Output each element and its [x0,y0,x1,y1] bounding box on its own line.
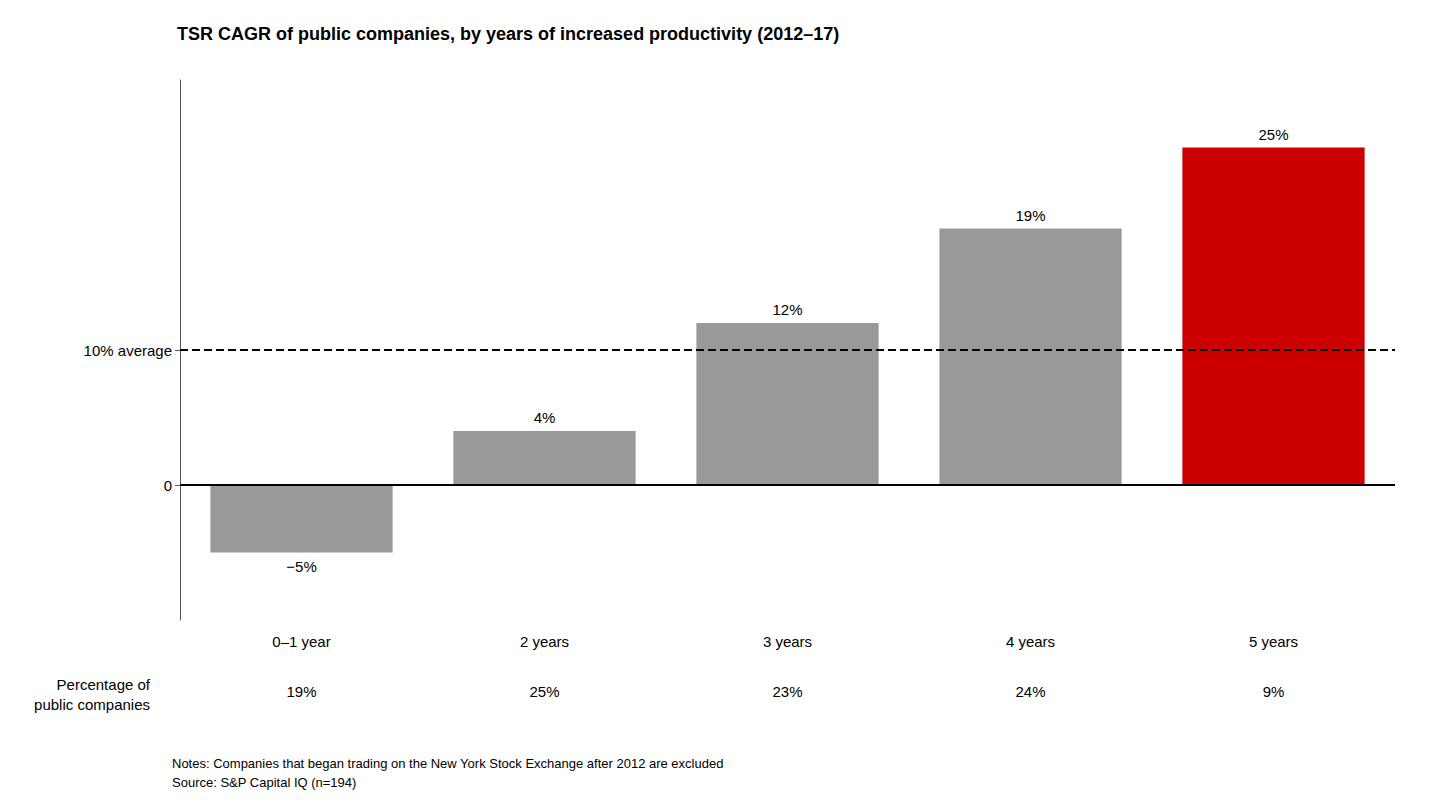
svg-text:23%: 23% [772,683,802,700]
svg-text:19%: 19% [1015,207,1045,224]
svg-text:public companies: public companies [34,696,150,713]
svg-text:24%: 24% [1015,683,1045,700]
svg-text:0: 0 [164,477,172,494]
svg-text:10% average: 10% average [84,342,172,359]
svg-text:TSR CAGR of public companies,: TSR CAGR of public companies, by years o… [177,24,839,44]
svg-text:4%: 4% [534,409,556,426]
svg-text:19%: 19% [286,683,316,700]
svg-text:4 years: 4 years [1006,633,1055,650]
svg-text:5 years: 5 years [1249,633,1298,650]
svg-text:Source: S&P Capital IQ (n=194): Source: S&P Capital IQ (n=194) [172,775,356,790]
svg-text:0–1 year: 0–1 year [272,633,330,650]
svg-text:−5%: −5% [286,558,316,575]
svg-text:9%: 9% [1263,683,1285,700]
svg-text:3 years: 3 years [763,633,812,650]
svg-text:25%: 25% [1258,126,1288,143]
svg-text:Notes: Companies that began tr: Notes: Companies that began trading on t… [172,756,723,771]
svg-text:12%: 12% [772,301,802,318]
svg-text:Percentage of: Percentage of [57,676,151,693]
svg-text:2 years: 2 years [520,633,569,650]
svg-text:25%: 25% [529,683,559,700]
